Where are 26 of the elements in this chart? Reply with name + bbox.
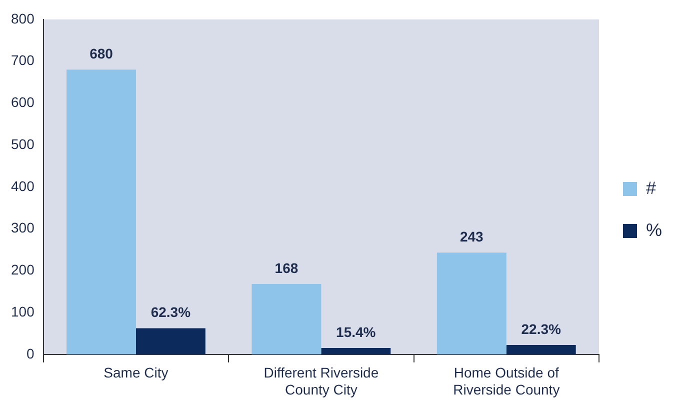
y-tick-label: 800 bbox=[11, 10, 35, 26]
bar bbox=[506, 345, 576, 354]
data-label: 680 bbox=[90, 46, 114, 62]
y-tick-label: 300 bbox=[11, 220, 35, 236]
legend-label: % bbox=[646, 220, 662, 240]
x-tick-label: Home Outside of Riverside County bbox=[453, 364, 560, 398]
bar bbox=[436, 252, 506, 354]
y-tick-label: 100 bbox=[11, 303, 35, 320]
data-label: 168 bbox=[274, 260, 298, 276]
y-tick-label: 700 bbox=[11, 52, 35, 68]
bar bbox=[321, 348, 391, 354]
bar bbox=[66, 70, 136, 354]
y-tick-label: 400 bbox=[11, 178, 35, 194]
y-tick-label: 600 bbox=[11, 94, 35, 110]
data-label: 15.4% bbox=[336, 324, 376, 340]
bar bbox=[136, 328, 206, 354]
data-label: 22.3% bbox=[521, 320, 562, 337]
y-tick-label: 500 bbox=[11, 136, 35, 152]
legend-label: # bbox=[646, 178, 656, 198]
x-tick-label: Same City bbox=[104, 364, 168, 381]
y-tick-label: 0 bbox=[26, 345, 35, 362]
data-label: 243 bbox=[460, 228, 484, 245]
data-label: 62.3% bbox=[150, 304, 192, 320]
y-tick-label: 200 bbox=[11, 262, 35, 278]
bar bbox=[252, 284, 322, 354]
x-tick-label: Different Riverside County City bbox=[264, 364, 379, 398]
